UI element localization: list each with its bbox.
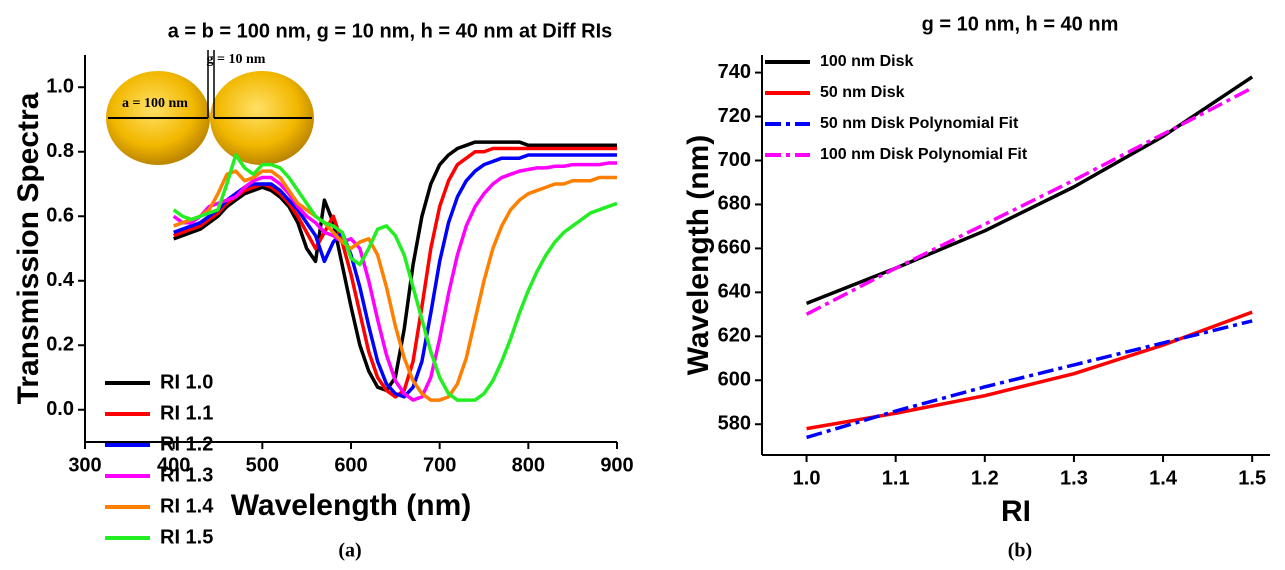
y-tick-label: 740 [718,61,751,83]
legend-label: 50 nm Disk [820,84,905,101]
x-tick-label: 800 [512,454,545,476]
legend-label: RI 1.5 [160,526,213,548]
legend-label: RI 1.2 [160,433,213,455]
y-tick-label: 0.2 [46,334,74,356]
series-line [805,75,1254,305]
legend-label: RI 1.0 [160,371,213,393]
y-tick-label: 1.0 [46,76,74,98]
legend-label: 50 nm Disk Polynomial Fit [820,115,1019,132]
x-tick-label: 1.4 [1149,467,1178,489]
y-tick-label: 0.4 [46,269,75,291]
x-tick-label: 300 [68,454,101,476]
y-axis-label: Transmission Spectra [12,92,45,404]
legend-label: 100 nm Disk Polynomial Fit [820,146,1028,163]
series-line [173,146,617,399]
y-tick-label: 720 [718,105,751,127]
x-axis-label: RI [1001,495,1031,528]
annotation: a = 100 nm [122,96,188,111]
x-tick-label: 700 [423,454,456,476]
panel-label: (b) [1008,540,1032,562]
x-tick-label: 400 [157,454,190,476]
y-tick-label: 700 [718,149,751,171]
y-tick-label: 640 [718,281,751,303]
annotation: g = 10 nm [207,52,266,67]
series-line [173,140,617,393]
x-axis-label: Wavelength (nm) [231,489,472,522]
y-tick-label: 0.0 [46,398,74,420]
y-tick-label: 660 [718,237,751,259]
x-tick-label: 1.1 [882,467,910,489]
x-tick-label: 1.2 [971,467,999,489]
y-tick-label: 580 [718,413,751,435]
y-tick-label: 0.8 [46,140,74,162]
panel-label: (a) [338,540,361,562]
chart-title: a = b = 100 nm, g = 10 nm, h = 40 nm at … [168,20,613,42]
legend-label: 100 nm Disk [820,53,913,70]
x-tick-label: 1.5 [1238,467,1266,489]
y-tick-label: 600 [718,369,751,391]
series-line [172,153,618,402]
legend-label: RI 1.3 [160,464,213,486]
x-tick-label: 1.0 [793,467,821,489]
series-line [805,86,1253,316]
series-line [172,161,617,402]
y-axis-label: Wavelength (nm) [682,135,715,376]
x-tick-label: 1.3 [1060,467,1088,489]
series-line [806,310,1253,431]
y-tick-label: 680 [718,193,751,215]
x-tick-label: 600 [334,454,367,476]
legend-label: RI 1.4 [160,495,214,517]
chart-title: g = 10 nm, h = 40 nm [922,13,1119,35]
y-tick-label: 620 [718,325,751,347]
y-tick-label: 0.6 [46,205,74,227]
x-tick-label: 500 [246,454,279,476]
legend-label: RI 1.1 [160,402,213,424]
inset [106,50,314,165]
x-tick-label: 900 [600,454,633,476]
series-line [173,169,617,402]
series-line [806,319,1253,440]
